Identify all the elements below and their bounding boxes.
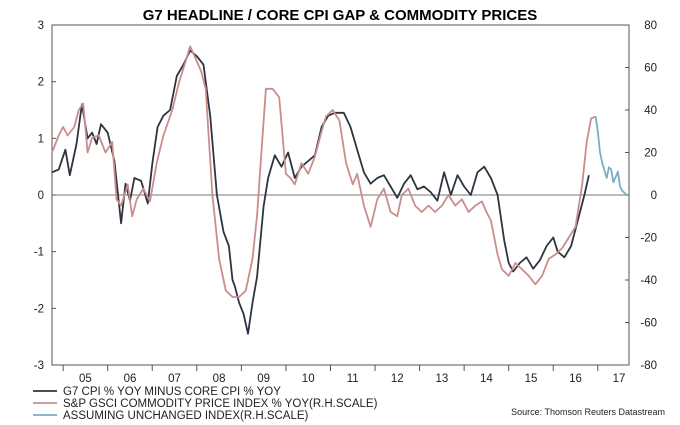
- right-tick-label: -80: [640, 360, 657, 372]
- x-tick-label: 14: [480, 373, 493, 385]
- right-tick-label: 20: [644, 148, 657, 160]
- legend-label-3: ASSUMING UNCHANGED INDEX(R.H.SCALE): [63, 410, 309, 422]
- x-tick-label: 11: [347, 373, 359, 385]
- series-line-3: [594, 116, 628, 196]
- right-tick-label: 0: [651, 190, 657, 202]
- legend-label-2: S&P GSCI COMMODITY PRICE INDEX % YOY(R.H…: [63, 398, 378, 410]
- right-tick-label: 60: [644, 63, 657, 75]
- source-note: Source: Thomson Reuters Datastream: [511, 407, 665, 417]
- legend-label-1: G7 CPI % YOY MINUS CORE CPI % YOY: [63, 386, 281, 398]
- x-tick-label: 09: [257, 373, 270, 385]
- left-tick-label: 3: [38, 20, 44, 32]
- left-tick-label: 0: [38, 190, 44, 202]
- x-tick-label: 15: [525, 373, 538, 385]
- x-tick-label: 10: [302, 373, 315, 385]
- series-line-1: [51, 49, 590, 335]
- right-tick-label: -60: [640, 318, 657, 330]
- x-tick-label: 05: [79, 373, 92, 385]
- right-tick-label: -40: [640, 275, 657, 287]
- series-line-2: [51, 45, 596, 298]
- left-tick-label: 2: [38, 77, 44, 89]
- left-tick-label: -2: [34, 303, 44, 315]
- chart-title: G7 HEADLINE / CORE CPI GAP & COMMODITY P…: [143, 7, 538, 24]
- left-tick-label: 1: [38, 133, 44, 145]
- right-tick-label: 40: [644, 105, 657, 117]
- x-tick-label: 07: [168, 373, 181, 385]
- right-tick-label: 80: [644, 20, 657, 32]
- x-tick-label: 13: [435, 373, 448, 385]
- right-tick-label: -20: [640, 233, 657, 245]
- left-tick-label: -1: [34, 247, 44, 259]
- x-tick-label: 06: [124, 373, 137, 385]
- left-tick-label: -3: [34, 360, 44, 372]
- x-tick-label: 17: [613, 373, 626, 385]
- x-tick-label: 16: [569, 373, 582, 385]
- x-tick-label: 08: [213, 373, 226, 385]
- x-tick-label: 12: [391, 373, 404, 385]
